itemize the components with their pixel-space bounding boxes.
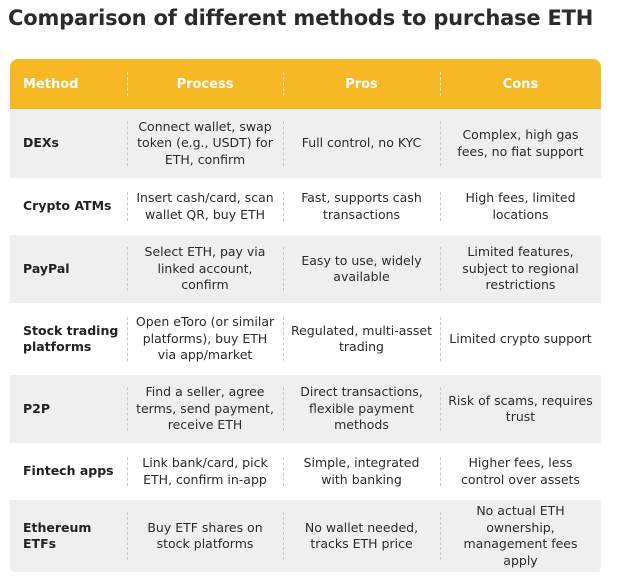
process-cell: Link bank/card, pick ETH, confirm in-app bbox=[127, 444, 283, 500]
method-cell: DEXs bbox=[10, 109, 127, 180]
table-row: Ethereum ETFs Buy ETF shares on stock pl… bbox=[10, 499, 601, 574]
process-cell: Buy ETF shares on stock platforms bbox=[127, 499, 283, 574]
pros-cell: Simple, integrated with banking bbox=[283, 444, 440, 500]
table-row: PayPal Select ETH, pay via linked accoun… bbox=[10, 234, 601, 305]
method-cell: P2P bbox=[10, 374, 127, 445]
cons-cell: Risk of scams, requires trust bbox=[440, 374, 601, 445]
process-cell: Insert cash/card, scan wallet QR, buy ET… bbox=[127, 179, 283, 235]
cons-cell: Limited crypto support bbox=[440, 304, 601, 375]
pros-cell: Fast, supports cash transactions bbox=[283, 179, 440, 235]
method-cell: PayPal bbox=[10, 234, 127, 305]
header-method: Method bbox=[10, 59, 127, 109]
process-cell: Select ETH, pay via linked account, conf… bbox=[127, 234, 283, 305]
table-row: Crypto ATMs Insert cash/card, scan walle… bbox=[10, 179, 601, 235]
table-row: Stock trading platforms Open eToro (or s… bbox=[10, 304, 601, 375]
cons-cell: High fees, limited locations bbox=[440, 179, 601, 235]
method-cell: Fintech apps bbox=[10, 444, 127, 500]
comparison-table: Method Process Pros Cons DEXs Connect wa… bbox=[10, 59, 601, 574]
pros-cell: No wallet needed, tracks ETH price bbox=[283, 499, 440, 574]
cons-cell: Complex, high gas fees, no fiat support bbox=[440, 109, 601, 180]
pros-cell: Direct transactions, flexible payment me… bbox=[283, 374, 440, 445]
table-header-row: Method Process Pros Cons bbox=[10, 59, 601, 109]
pros-cell: Full control, no KYC bbox=[283, 109, 440, 180]
process-cell: Find a seller, agree terms, send payment… bbox=[127, 374, 283, 445]
header-pros: Pros bbox=[283, 59, 440, 109]
cons-cell: Higher fees, less control over assets bbox=[440, 444, 601, 500]
method-cell: Ethereum ETFs bbox=[10, 499, 127, 574]
method-cell: Crypto ATMs bbox=[10, 179, 127, 235]
table-row: DEXs Connect wallet, swap token (e.g., U… bbox=[10, 109, 601, 180]
header-process: Process bbox=[127, 59, 283, 109]
cons-cell: No actual ETH ownership, management fees… bbox=[440, 499, 601, 574]
comparison-table-container: Method Process Pros Cons DEXs Connect wa… bbox=[10, 59, 601, 574]
pros-cell: Easy to use, widely available bbox=[283, 234, 440, 305]
header-cons: Cons bbox=[440, 59, 601, 109]
process-cell: Open eToro (or similar platforms), buy E… bbox=[127, 304, 283, 375]
page-title: Comparison of different methods to purch… bbox=[8, 6, 594, 30]
table-row: P2P Find a seller, agree terms, send pay… bbox=[10, 374, 601, 445]
cons-cell: Limited features, subject to regional re… bbox=[440, 234, 601, 305]
method-cell: Stock trading platforms bbox=[10, 304, 127, 375]
process-cell: Connect wallet, swap token (e.g., USDT) … bbox=[127, 109, 283, 180]
table-row: Fintech apps Link bank/card, pick ETH, c… bbox=[10, 444, 601, 500]
pros-cell: Regulated, multi-asset trading bbox=[283, 304, 440, 375]
